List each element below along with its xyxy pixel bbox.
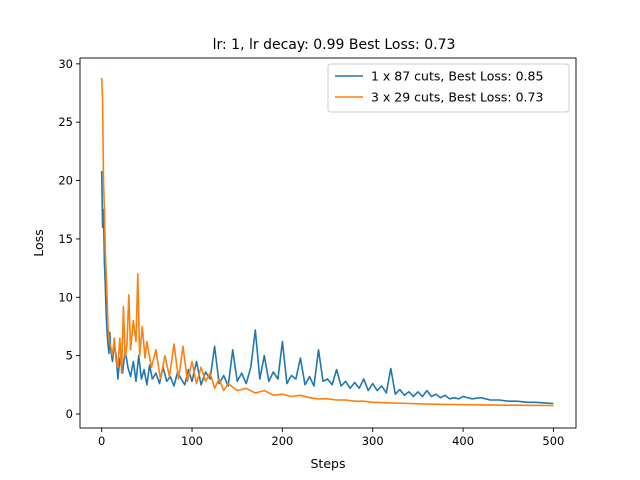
x-axis-label: Steps — [311, 456, 346, 471]
axes-frame — [79, 57, 577, 429]
x-axis: 0 100 200 300 400 500 — [98, 428, 564, 448]
y-tick-label: 10 — [58, 290, 73, 304]
series-line-2 — [100, 77, 554, 407]
y-tick-label: 20 — [58, 174, 73, 188]
legend-box — [327, 63, 570, 113]
x-tick-label: 500 — [542, 434, 564, 448]
x-tick-label: 100 — [181, 434, 203, 448]
y-axis: 0 5 10 15 20 25 30 — [58, 57, 80, 421]
chart-title: lr: 1, lr decay: 0.99 Best Loss: 0.73 — [213, 37, 456, 53]
y-tick-label: 15 — [58, 232, 73, 246]
legend-label-series-2: 3 x 29 cuts, Best Loss: 0.73 — [371, 90, 543, 105]
x-tick-label: 0 — [98, 434, 105, 448]
legend-label-series-1: 1 x 87 cuts, Best Loss: 0.85 — [371, 69, 543, 84]
x-tick-label: 300 — [362, 434, 384, 448]
y-tick-label: 0 — [66, 407, 73, 421]
y-tick-label: 30 — [58, 57, 73, 71]
y-axis-label: Loss — [31, 229, 46, 256]
plot-area: 0 100 200 300 400 500 0 5 10 15 20 25 30 — [58, 57, 577, 448]
series-line-1 — [100, 171, 554, 405]
legend: 1 x 87 cuts, Best Loss: 0.85 3 x 29 cuts… — [327, 63, 570, 113]
x-tick-label: 200 — [271, 434, 293, 448]
x-tick-label: 400 — [452, 434, 474, 448]
y-tick-label: 5 — [66, 349, 73, 363]
y-tick-label: 25 — [58, 115, 73, 129]
